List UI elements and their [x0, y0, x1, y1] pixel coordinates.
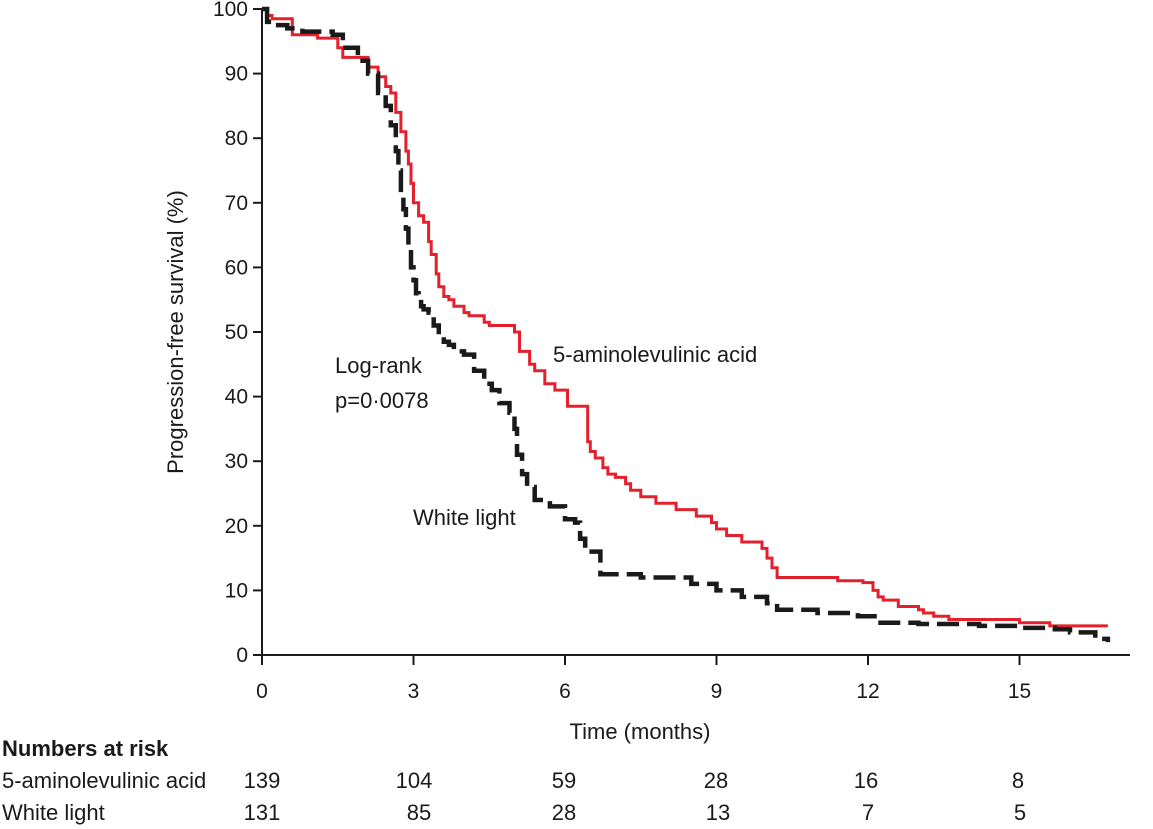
- x-tick-label: 9: [711, 680, 723, 703]
- x-tick-label: 0: [256, 680, 268, 703]
- y-tick-label: 20: [225, 515, 248, 538]
- risk-row-wl-name: White light: [2, 800, 105, 825]
- x-tick-label: 3: [408, 680, 420, 703]
- risk-count: 28: [551, 800, 577, 825]
- y-tick-label: 30: [225, 450, 248, 473]
- x-ticks: 0 3 6 9 12 15: [256, 655, 1031, 703]
- risk-row-ala-name: 5-aminolevulinic acid: [2, 768, 207, 793]
- white-light-curve: [262, 6, 1111, 643]
- risk-count: 13: [705, 800, 731, 825]
- wl-series-label: White light: [413, 505, 516, 530]
- ala-curve: [262, 7, 1108, 628]
- risk-count: 16: [853, 768, 879, 793]
- y-tick-label: 50: [225, 321, 248, 344]
- y-tick-label: 90: [225, 63, 248, 86]
- risk-count: 59: [551, 768, 577, 793]
- ala-series-label: 5-aminolevulinic acid: [553, 342, 757, 367]
- y-tick-label: 0: [236, 644, 248, 667]
- risk-count: 131: [243, 800, 281, 825]
- risk-count: 5: [1013, 800, 1027, 825]
- risk-count: 28: [703, 768, 729, 793]
- y-tick-label: 100: [213, 0, 248, 21]
- y-tick-label: 60: [225, 256, 248, 279]
- survival-curves: [262, 6, 1111, 643]
- y-axis-title: Progression-free survival (%): [163, 190, 188, 474]
- logrank-label: Log-rank: [335, 353, 423, 378]
- y-tick-label: 80: [225, 127, 248, 150]
- risk-count: 8: [1011, 768, 1025, 793]
- risk-table-title: Numbers at risk: [2, 736, 169, 761]
- risk-count: 104: [395, 768, 433, 793]
- risk-count: 85: [406, 800, 432, 825]
- x-tick-label: 15: [1008, 680, 1031, 703]
- y-tick-label: 70: [225, 192, 248, 215]
- y-tick-label: 40: [225, 386, 248, 409]
- risk-count: 139: [243, 768, 281, 793]
- x-tick-label: 12: [856, 680, 879, 703]
- x-tick-label: 6: [559, 680, 571, 703]
- x-axis-title: Time (months): [570, 719, 711, 744]
- y-ticks: 0 10 20 30 40 50 60 70 80 90 100: [213, 0, 262, 667]
- risk-count: 7: [861, 800, 875, 825]
- logrank-pvalue: p=0·0078: [335, 388, 429, 413]
- y-tick-label: 10: [225, 579, 248, 602]
